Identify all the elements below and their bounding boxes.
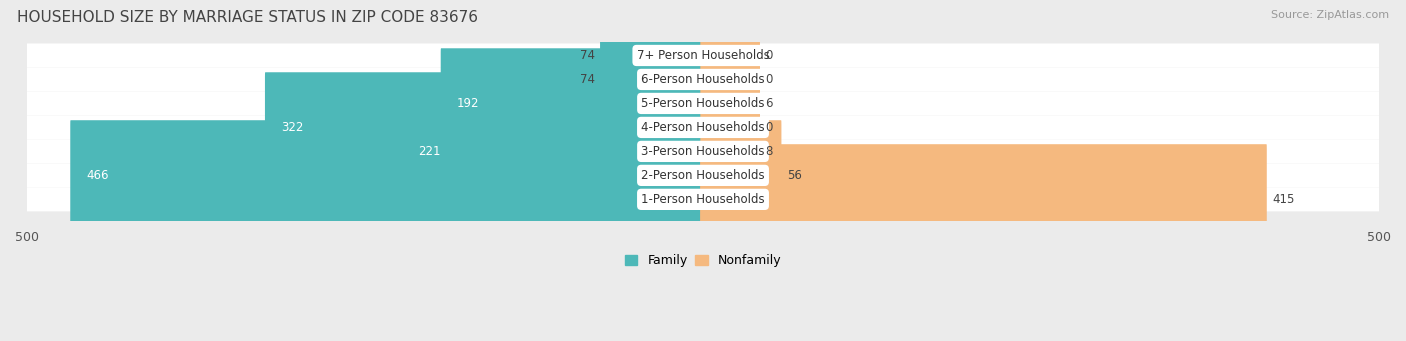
Text: 7+ Person Households: 7+ Person Households [637, 49, 769, 62]
Text: 8: 8 [765, 145, 772, 158]
FancyBboxPatch shape [27, 187, 1379, 211]
FancyBboxPatch shape [700, 0, 759, 110]
FancyBboxPatch shape [402, 96, 706, 207]
Text: 1-Person Households: 1-Person Households [641, 193, 765, 206]
FancyBboxPatch shape [264, 72, 706, 182]
Text: 4-Person Households: 4-Person Households [641, 121, 765, 134]
Text: 221: 221 [418, 145, 440, 158]
Text: HOUSEHOLD SIZE BY MARRIAGE STATUS IN ZIP CODE 83676: HOUSEHOLD SIZE BY MARRIAGE STATUS IN ZIP… [17, 10, 478, 25]
FancyBboxPatch shape [700, 24, 759, 135]
FancyBboxPatch shape [700, 72, 759, 182]
Text: 0: 0 [765, 49, 772, 62]
FancyBboxPatch shape [700, 144, 1267, 254]
Legend: Family, Nonfamily: Family, Nonfamily [620, 249, 786, 272]
Text: 6: 6 [765, 97, 773, 110]
FancyBboxPatch shape [27, 91, 1379, 115]
Text: 0: 0 [765, 121, 772, 134]
FancyBboxPatch shape [27, 139, 1379, 163]
FancyBboxPatch shape [27, 44, 1379, 68]
FancyBboxPatch shape [70, 120, 706, 231]
Text: 322: 322 [281, 121, 304, 134]
Text: 3-Person Households: 3-Person Households [641, 145, 765, 158]
Text: 192: 192 [457, 97, 479, 110]
FancyBboxPatch shape [27, 115, 1379, 139]
FancyBboxPatch shape [600, 24, 706, 135]
FancyBboxPatch shape [700, 48, 759, 159]
FancyBboxPatch shape [440, 48, 706, 159]
FancyBboxPatch shape [700, 120, 782, 231]
Text: 74: 74 [579, 73, 595, 86]
FancyBboxPatch shape [700, 96, 759, 207]
FancyBboxPatch shape [27, 68, 1379, 91]
Text: 56: 56 [787, 169, 801, 182]
Text: 5-Person Households: 5-Person Households [641, 97, 765, 110]
Text: 466: 466 [87, 169, 110, 182]
FancyBboxPatch shape [600, 0, 706, 110]
FancyBboxPatch shape [27, 163, 1379, 187]
Text: 0: 0 [765, 73, 772, 86]
Text: 2-Person Households: 2-Person Households [641, 169, 765, 182]
Text: 74: 74 [579, 49, 595, 62]
Text: Source: ZipAtlas.com: Source: ZipAtlas.com [1271, 10, 1389, 20]
Text: 6-Person Households: 6-Person Households [641, 73, 765, 86]
Text: 415: 415 [1272, 193, 1295, 206]
